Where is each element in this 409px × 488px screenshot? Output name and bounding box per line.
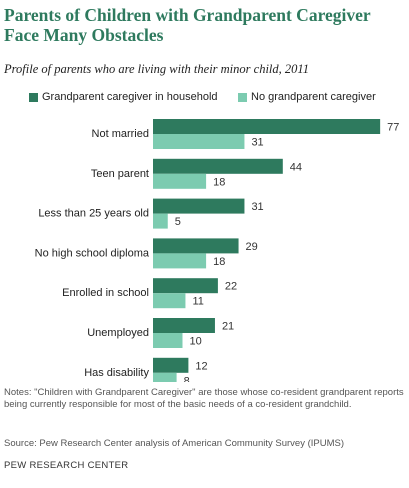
bar-grandparent-teen-parent <box>153 158 283 174</box>
category-label-unemployed: Unemployed <box>87 327 149 339</box>
value-label-no-grandparent-no-high-school-diploma: 18 <box>213 256 225 268</box>
legend-swatch-grandparent <box>29 92 38 102</box>
value-label-no-grandparent-enrolled-in-school: 11 <box>192 296 203 308</box>
bar-no-grandparent-not-married <box>153 134 245 149</box>
bar-no-grandparent-teen-parent <box>153 173 207 189</box>
bar-no-grandparent-no-high-school-diploma <box>153 253 207 269</box>
bar-no-grandparent-less-than-25-years-old <box>153 213 168 229</box>
chart-title: Parents of Children with Grandparent Car… <box>4 5 371 45</box>
bar-grandparent-no-high-school-diploma <box>153 238 239 254</box>
value-label-no-grandparent-unemployed: 10 <box>190 336 202 348</box>
chart-notes: Notes: "Children with Grandparent Caregi… <box>4 387 404 410</box>
value-label-grandparent-no-high-school-diploma: 29 <box>246 241 258 253</box>
value-label-grandparent-not-married: 77 <box>387 122 399 134</box>
legend-item-grandparent: Grandparent caregiver in household <box>29 91 218 103</box>
bar-no-grandparent-enrolled-in-school <box>153 293 186 309</box>
category-label-has-disability: Has disability <box>84 367 149 379</box>
category-label-less-than-25-years-old: Less than 25 years old <box>38 208 149 220</box>
chart-source: Source: Pew Research Center analysis of … <box>4 438 345 449</box>
legend-item-no-grandparent: No grandparent caregiver <box>238 91 376 103</box>
category-label-no-high-school-diploma: No high school diploma <box>35 247 150 259</box>
value-label-no-grandparent-teen-parent: 18 <box>213 176 225 188</box>
category-label-not-married: Not married <box>92 128 149 140</box>
chart-legend: Grandparent caregiver in household No gr… <box>0 91 409 107</box>
value-label-grandparent-unemployed: 21 <box>222 321 234 333</box>
brand-label: PEW RESEARCH CENTER <box>4 460 129 471</box>
bar-grandparent-enrolled-in-school <box>153 278 218 294</box>
value-label-no-grandparent-not-married: 31 <box>251 137 263 149</box>
bar-grandparent-not-married <box>153 119 381 134</box>
legend-label-no-grandparent: No grandparent caregiver <box>251 91 376 103</box>
bar-no-grandparent-has-disability <box>153 372 177 382</box>
bar-no-grandparent-unemployed <box>153 333 183 348</box>
legend-swatch-no-grandparent <box>238 92 247 102</box>
value-label-grandparent-enrolled-in-school: 22 <box>225 281 237 293</box>
value-label-grandparent-less-than-25-years-old: 31 <box>251 201 263 213</box>
value-label-no-grandparent-less-than-25-years-old: 5 <box>175 216 181 228</box>
bar-chart: Not married 77 31 Teen parent 44 18 Less than … <box>35 119 399 382</box>
legend-label-grandparent: Grandparent caregiver in household <box>42 91 218 103</box>
category-label-enrolled-in-school: Enrolled in school <box>62 287 149 299</box>
chart-subtitle: Profile of parents who are living with t… <box>4 62 309 76</box>
value-label-grandparent-teen-parent: 44 <box>290 161 302 173</box>
value-label-grandparent-has-disability: 12 <box>195 360 207 372</box>
bar-grandparent-less-than-25-years-old <box>153 198 245 214</box>
bar-grandparent-has-disability <box>153 357 189 373</box>
category-label-teen-parent: Teen parent <box>91 168 149 180</box>
bar-grandparent-unemployed <box>153 318 215 333</box>
value-label-no-grandparent-has-disability: 8 <box>184 375 190 382</box>
